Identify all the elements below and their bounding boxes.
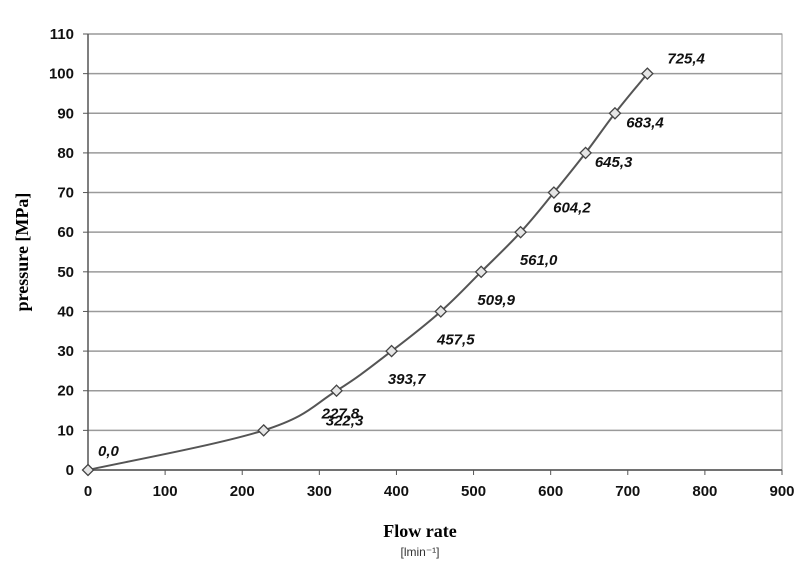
x-tick-labels: 0 100 200 300 400 500 600 700 800 900 xyxy=(84,483,795,500)
data-point-1 xyxy=(257,423,271,437)
data-point-9 xyxy=(608,106,622,120)
data-point-8 xyxy=(579,146,593,160)
y-tick-label-90: 90 xyxy=(57,105,74,122)
x-tick-label-500: 500 xyxy=(461,483,486,500)
y-tick-labels: 0 10 20 30 40 50 60 70 80 90 100 110 xyxy=(49,26,74,479)
x-tick-label-200: 200 xyxy=(230,483,255,500)
data-point-7 xyxy=(547,186,561,199)
y-tick-label-50: 50 xyxy=(57,264,74,281)
y-axis-title: pressure [MPa] xyxy=(12,193,32,312)
y-tick-label-20: 20 xyxy=(57,383,74,400)
data-label-2: 322,3 xyxy=(326,413,364,430)
x-tick-label-700: 700 xyxy=(615,483,640,500)
data-label-6: 561,0 xyxy=(520,252,558,269)
grid-lines xyxy=(88,33,782,471)
y-tick-label-30: 30 xyxy=(57,343,74,360)
y-tick-label-60: 60 xyxy=(57,224,74,241)
data-label-3: 393,7 xyxy=(388,371,426,388)
y-tick-label-80: 80 xyxy=(57,145,74,162)
data-label-8: 645,3 xyxy=(595,154,633,171)
x-tick-label-800: 800 xyxy=(692,483,717,500)
data-point-4 xyxy=(434,305,448,318)
data-label-1: 227,8 xyxy=(321,405,360,422)
x-axis-unit: [lmin⁻¹] xyxy=(401,545,440,559)
x-tick-label-600: 600 xyxy=(538,483,563,500)
y-tick-label-100: 100 xyxy=(49,66,74,83)
data-label-0: 0,0 xyxy=(98,443,120,460)
axes xyxy=(83,33,783,475)
y-tick-label-110: 110 xyxy=(50,26,74,43)
x-tick-label-0: 0 xyxy=(84,483,92,500)
x-tick-label-400: 400 xyxy=(384,483,409,500)
x-tick-label-100: 100 xyxy=(153,483,178,500)
data-point-5 xyxy=(474,265,488,279)
y-tick-label-40: 40 xyxy=(57,303,74,320)
data-point-0 xyxy=(81,463,95,477)
series-line xyxy=(87,73,649,471)
x-tick-label-300: 300 xyxy=(307,483,332,500)
data-point-2 xyxy=(330,384,343,398)
x-axis-title: Flow rate xyxy=(383,521,456,541)
plot-frame xyxy=(87,33,783,471)
data-point-10 xyxy=(640,67,654,81)
y-tick-label-70: 70 xyxy=(57,185,74,202)
data-label-5: 509,9 xyxy=(477,292,515,309)
y-tick-label-10: 10 xyxy=(57,422,74,439)
data-label-10: 725,4 xyxy=(667,51,705,68)
y-tick-label-0: 0 xyxy=(66,462,74,479)
data-label-7: 604,2 xyxy=(553,200,591,217)
data-point-3 xyxy=(385,344,399,358)
x-tick-label-900: 900 xyxy=(769,483,794,500)
data-label-9: 683,4 xyxy=(626,114,664,131)
data-points xyxy=(81,67,654,477)
data-point-6 xyxy=(514,225,528,239)
data-label-4: 457,5 xyxy=(436,331,475,348)
